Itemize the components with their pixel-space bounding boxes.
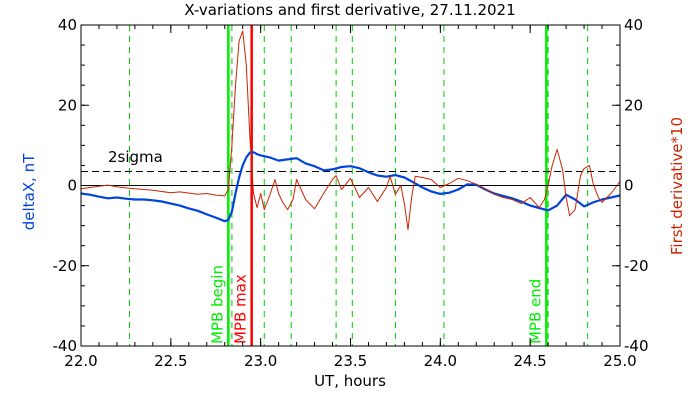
y-tick-label-left: 20 <box>58 96 77 114</box>
event-marker-label: MPB max <box>232 274 250 344</box>
x-tick-label: 23.5 <box>334 352 367 370</box>
y-tick-label-left: 0 <box>67 177 77 195</box>
x-tick-label: 22.0 <box>64 352 97 370</box>
chart-title: X-variations and first derivative, 27.11… <box>184 1 515 19</box>
event-marker-label: MPB end <box>526 279 544 344</box>
y-tick-label-left: -20 <box>53 257 78 275</box>
event-marker-label: MPB begin <box>208 265 226 344</box>
x-axis-label: UT, hours <box>314 372 386 390</box>
y-axis-label-right: First derivative*10 <box>668 117 686 255</box>
y-tick-label-left: -40 <box>53 337 78 355</box>
y-tick-label-right: 40 <box>624 16 643 34</box>
y-tick-label-right: 0 <box>624 177 634 195</box>
x-tick-label: 24.0 <box>424 352 457 370</box>
y-tick-label-left: 40 <box>58 16 77 34</box>
y-tick-label-right: -40 <box>624 337 649 355</box>
y-axis-label-left: deltaX, nT <box>20 153 38 230</box>
x-tick-label: 24.5 <box>513 352 546 370</box>
x-tick-label: 22.5 <box>154 352 187 370</box>
x-tick-label: 25.0 <box>603 352 636 370</box>
y-tick-label-right: 20 <box>624 96 643 114</box>
series-derivative-line <box>80 30 621 231</box>
sigma-label: 2sigma <box>108 148 163 166</box>
y-tick-label-right: -20 <box>624 257 649 275</box>
x-tick-label: 23.0 <box>244 352 277 370</box>
series-deltax-line <box>80 151 621 223</box>
